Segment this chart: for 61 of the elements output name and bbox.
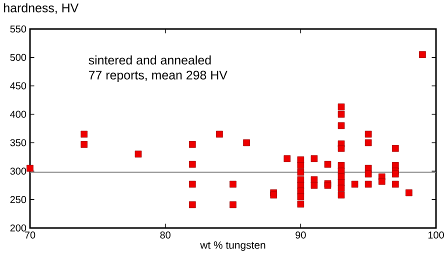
point bbox=[310, 176, 318, 184]
point bbox=[216, 130, 223, 138]
point bbox=[189, 180, 196, 188]
point bbox=[364, 180, 372, 188]
point bbox=[297, 162, 304, 169]
point bbox=[297, 200, 304, 208]
point bbox=[189, 201, 196, 208]
point bbox=[243, 139, 250, 146]
annotation: 77 reports, mean 298 HV bbox=[88, 70, 228, 82]
point bbox=[310, 155, 318, 162]
point bbox=[80, 141, 88, 148]
point bbox=[284, 155, 291, 162]
x-tick-label: 90 bbox=[296, 232, 306, 239]
point bbox=[338, 122, 345, 130]
point bbox=[364, 130, 372, 138]
point bbox=[338, 168, 345, 175]
x-tick-label: 100 bbox=[428, 232, 444, 239]
point bbox=[338, 179, 345, 186]
point bbox=[189, 141, 196, 148]
y-tick-label: 200 bbox=[10, 224, 26, 232]
point bbox=[392, 180, 399, 188]
point bbox=[392, 145, 399, 152]
point bbox=[392, 170, 399, 178]
point bbox=[338, 173, 345, 180]
point bbox=[230, 201, 236, 208]
point bbox=[419, 51, 426, 58]
point bbox=[338, 192, 345, 198]
point bbox=[338, 110, 345, 118]
point bbox=[297, 168, 304, 176]
point bbox=[230, 180, 236, 188]
y-tick-label: 400 bbox=[10, 110, 26, 118]
y-tick-label: 250 bbox=[10, 196, 26, 204]
point bbox=[364, 170, 372, 178]
point bbox=[26, 164, 34, 172]
point bbox=[297, 156, 304, 164]
point bbox=[338, 184, 345, 192]
x-tick-label: 80 bbox=[160, 232, 170, 239]
y-tick-label: 450 bbox=[10, 82, 26, 90]
point bbox=[338, 103, 345, 110]
point bbox=[80, 130, 88, 138]
point bbox=[338, 145, 345, 152]
x-axis-title: wt % tungsten bbox=[200, 241, 266, 251]
point bbox=[134, 150, 142, 158]
point bbox=[297, 176, 304, 184]
y-tick-label: 350 bbox=[10, 139, 26, 146]
point bbox=[270, 192, 277, 198]
point bbox=[378, 178, 386, 185]
point bbox=[338, 162, 345, 169]
point bbox=[351, 180, 358, 188]
y-tick-label: 300 bbox=[10, 168, 26, 175]
point bbox=[297, 193, 304, 200]
y-tick-label: 550 bbox=[10, 25, 26, 33]
point bbox=[310, 182, 318, 189]
y-axis-title: hardness, HV bbox=[4, 3, 79, 14]
point bbox=[364, 139, 372, 146]
point bbox=[406, 189, 412, 196]
x-tick-label: 70 bbox=[24, 232, 36, 239]
annotation: sintered and annealed bbox=[88, 55, 211, 65]
point bbox=[189, 160, 196, 168]
y-tick-label: 500 bbox=[10, 54, 26, 61]
point bbox=[324, 160, 332, 168]
